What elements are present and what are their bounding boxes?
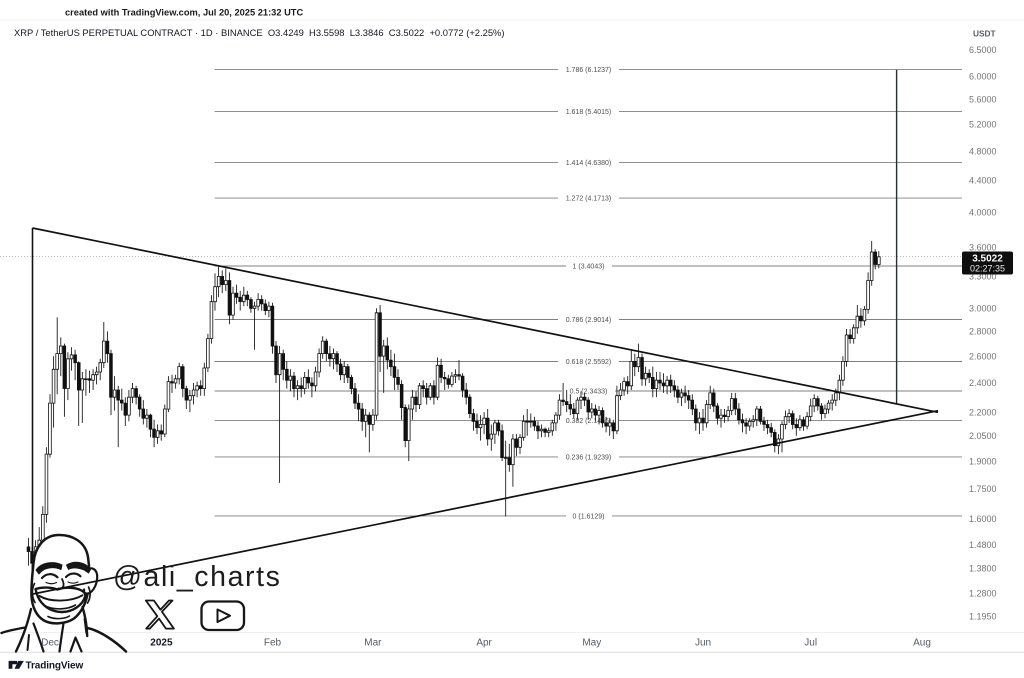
svg-text:Mar: Mar <box>364 638 382 649</box>
svg-text:4.8000: 4.8000 <box>969 146 997 156</box>
svg-text:02:27:35: 02:27:35 <box>970 264 1005 274</box>
svg-text:created with TradingView.com,: created with TradingView.com, Jul 20, 20… <box>65 7 303 17</box>
svg-text:1.4800: 1.4800 <box>969 540 997 550</box>
svg-text:2025: 2025 <box>150 638 173 649</box>
svg-text:3.3000: 3.3000 <box>969 272 997 282</box>
svg-text:0.618 (2.5592): 0.618 (2.5592) <box>566 359 612 366</box>
svg-text:USDT: USDT <box>973 29 996 39</box>
svg-text:2.6000: 2.6000 <box>969 351 997 361</box>
svg-text:1.414 (4.6380): 1.414 (4.6380) <box>566 160 612 167</box>
svg-text:0 (1.6129): 0 (1.6129) <box>573 513 605 520</box>
svg-text:Jul: Jul <box>804 638 817 649</box>
svg-text:1.6000: 1.6000 <box>969 514 997 524</box>
svg-text:0.236 (1.9239): 0.236 (1.9239) <box>566 454 612 461</box>
svg-text:2.4000: 2.4000 <box>969 378 997 388</box>
svg-text:3.6000: 3.6000 <box>969 243 997 253</box>
svg-text:3.0000: 3.0000 <box>969 304 997 314</box>
svg-text:XRP / TetherUS PERPETUAL CONTR: XRP / TetherUS PERPETUAL CONTRACT · 1D ·… <box>14 27 505 38</box>
svg-text:5.6000: 5.6000 <box>969 95 997 105</box>
svg-text:1.2800: 1.2800 <box>969 588 997 598</box>
svg-text:6.5000: 6.5000 <box>969 45 997 55</box>
svg-text:4.0000: 4.0000 <box>969 207 997 217</box>
svg-text:1.7500: 1.7500 <box>969 484 997 494</box>
svg-text:2.8000: 2.8000 <box>969 327 997 337</box>
svg-text:1.272 (4.1713): 1.272 (4.1713) <box>566 196 612 203</box>
svg-text:TradingView: TradingView <box>26 661 84 672</box>
svg-text:@ali_charts: @ali_charts <box>113 561 282 593</box>
svg-text:1.3800: 1.3800 <box>969 563 997 573</box>
svg-text:1.1950: 1.1950 <box>969 611 997 621</box>
svg-text:0.5 (2.3433): 0.5 (2.3433) <box>570 388 608 395</box>
svg-text:May: May <box>582 638 601 649</box>
svg-text:Feb: Feb <box>264 638 282 649</box>
svg-text:1.786 (6.1237): 1.786 (6.1237) <box>566 67 612 74</box>
svg-text:3.5022: 3.5022 <box>972 253 1003 264</box>
svg-text:5.2000: 5.2000 <box>969 120 997 130</box>
svg-text:1 (3.4043): 1 (3.4043) <box>573 263 605 270</box>
svg-text:Aug: Aug <box>913 638 931 649</box>
svg-text:1.9000: 1.9000 <box>969 456 997 466</box>
svg-text:1.618 (5.4015): 1.618 (5.4015) <box>566 109 612 116</box>
svg-text:Dec: Dec <box>41 638 59 649</box>
svg-text:4.4000: 4.4000 <box>969 175 997 185</box>
svg-text:Jun: Jun <box>695 638 711 649</box>
svg-text:Apr: Apr <box>476 638 492 649</box>
svg-text:2.0500: 2.0500 <box>969 431 997 441</box>
svg-text:0.786 (2.9014): 0.786 (2.9014) <box>566 317 612 324</box>
svg-text:2.2000: 2.2000 <box>969 407 997 417</box>
svg-text:0.382 (2.1456): 0.382 (2.1456) <box>566 418 612 425</box>
svg-text:6.0000: 6.0000 <box>969 72 997 82</box>
